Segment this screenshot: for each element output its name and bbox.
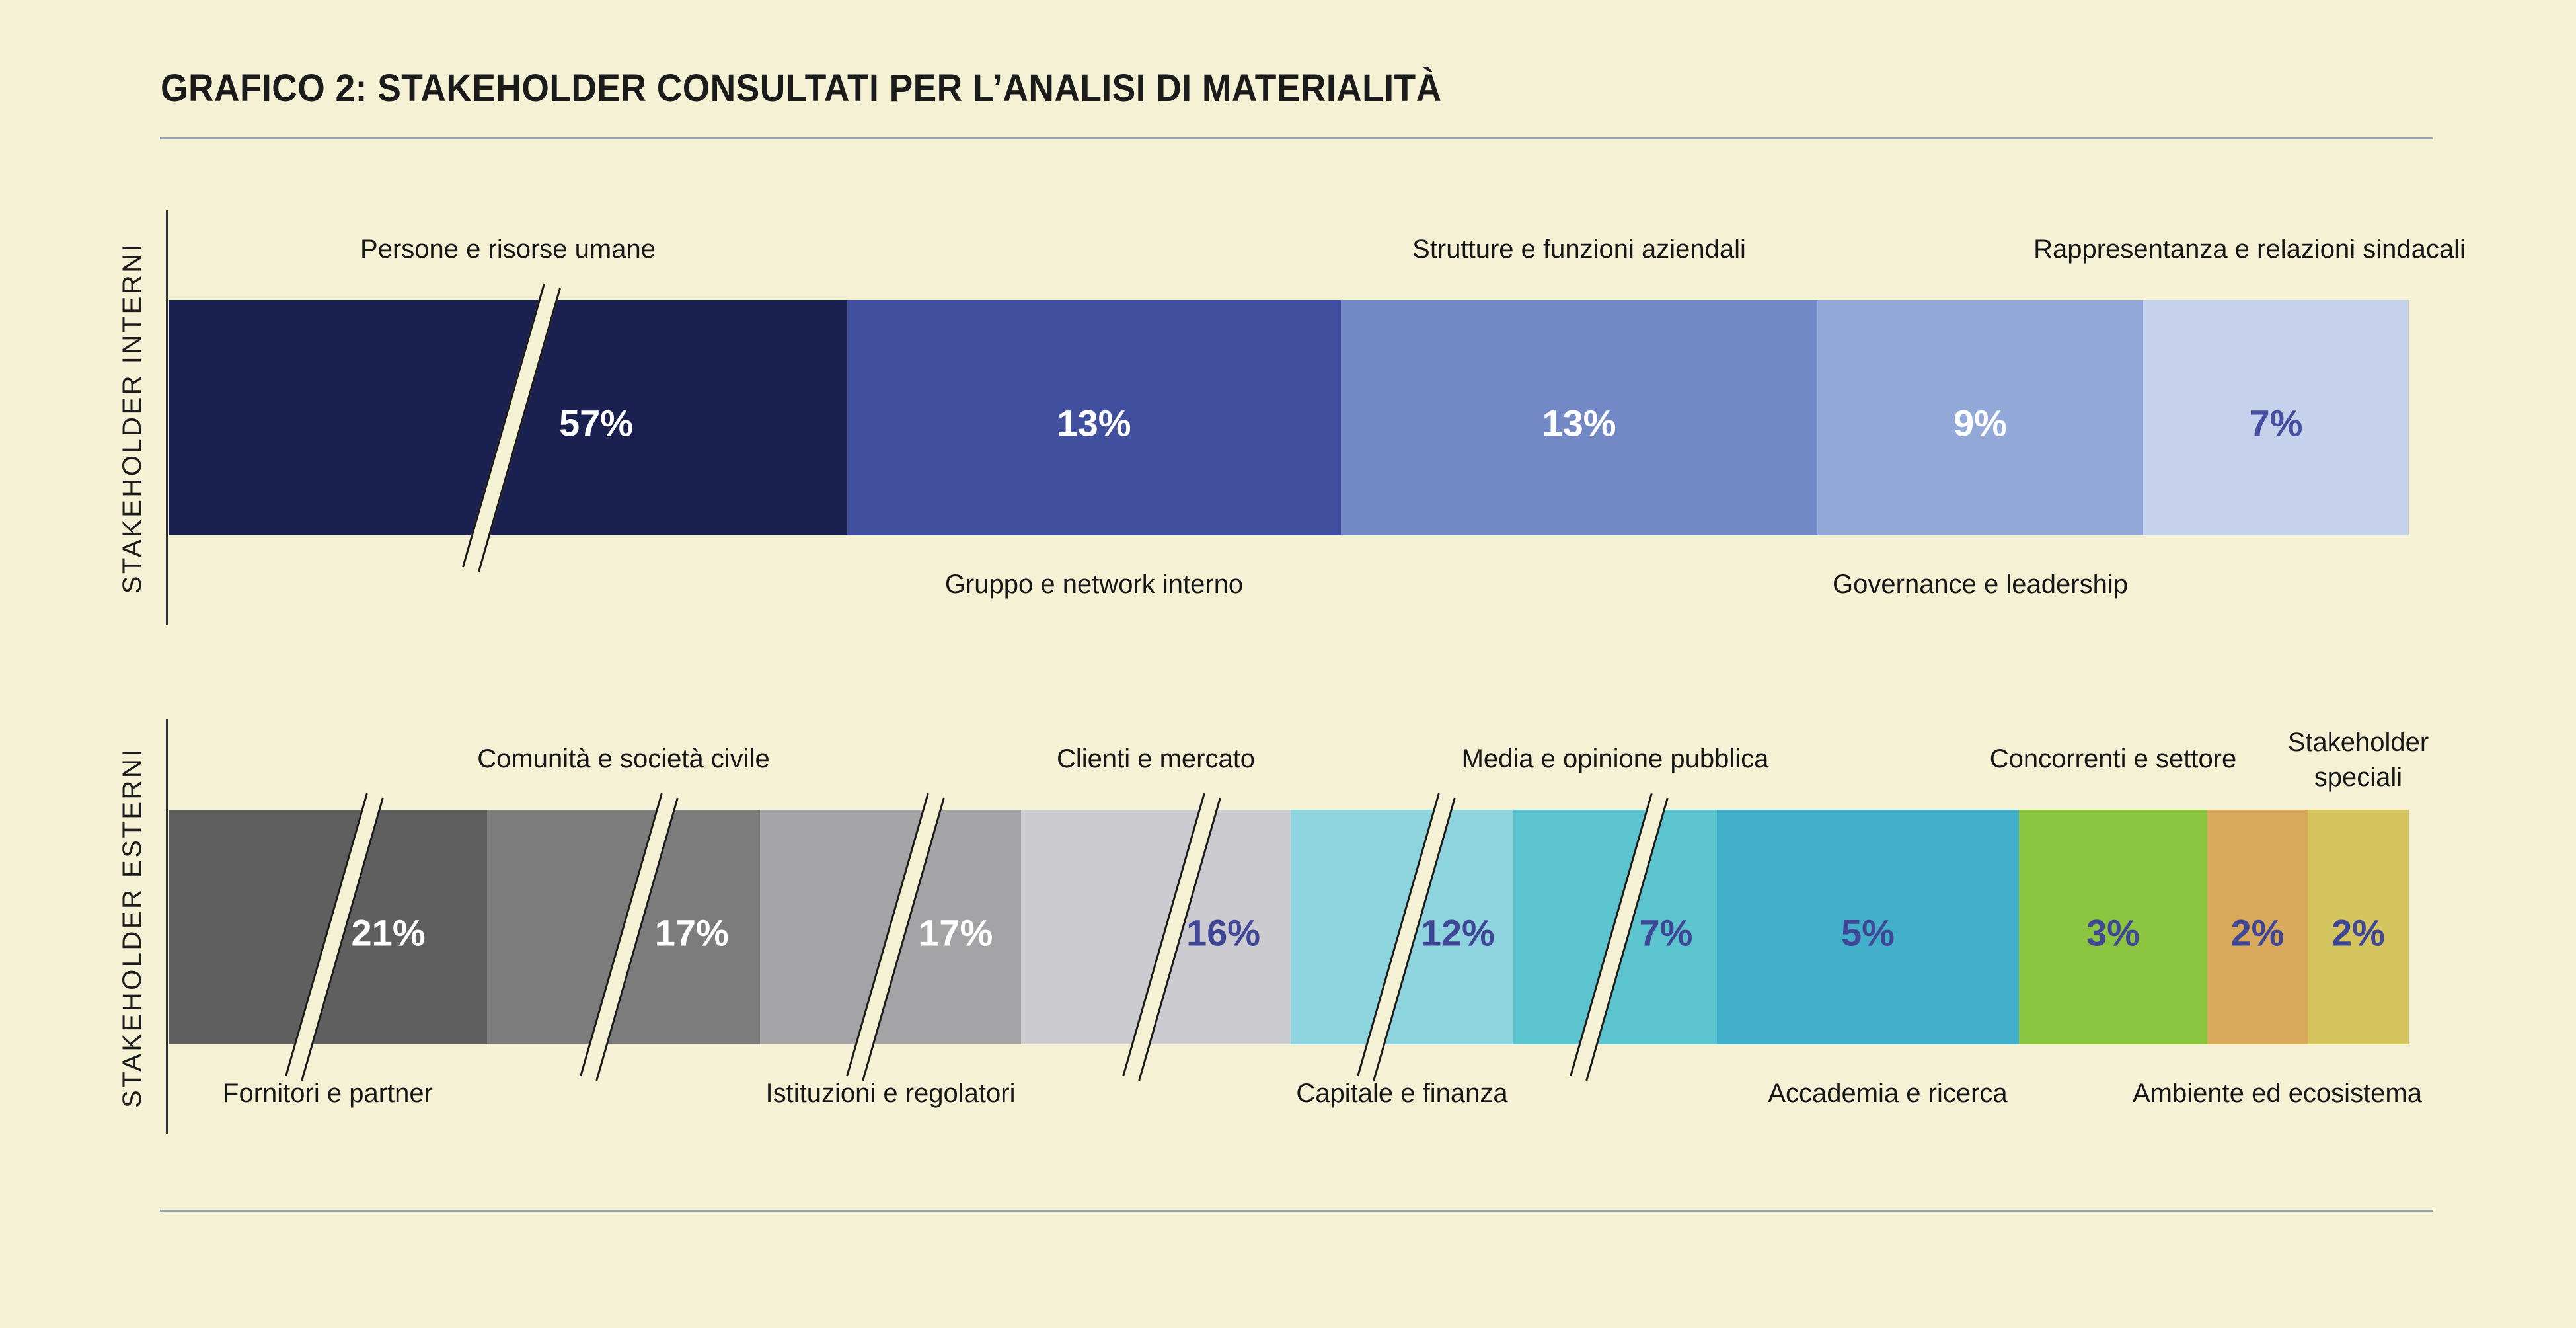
- segment-value-label: 2%: [2230, 912, 2285, 953]
- segment-value-label: 12%: [1420, 912, 1495, 953]
- bar-segment: [2143, 300, 2409, 535]
- segment-category-label: Accademia e ricerca: [1768, 1079, 2008, 1108]
- divider-line-top: [160, 137, 2433, 139]
- bar-segment: [1717, 810, 2019, 1044]
- segment-value-label: 13%: [1057, 402, 1131, 444]
- bar-segment: [2019, 810, 2207, 1044]
- segment-value-label: 57%: [558, 402, 634, 444]
- bar-segment: [1341, 300, 1817, 535]
- segment-value-label: 13%: [1542, 402, 1616, 444]
- segment-value-label: 16%: [1186, 912, 1261, 953]
- bar-segment: [2308, 810, 2409, 1044]
- segment-category-label: Persone e risorse umane: [360, 235, 656, 264]
- segment-category-label: Fornitori e partner: [223, 1079, 433, 1108]
- segment-category-label: Rappresentanza e relazioni sindacali: [2033, 235, 2466, 264]
- segment-category-label: Istituzioni e regolatori: [765, 1079, 1016, 1108]
- stacked-bar-row: 21% 17% 17% 16% 12% 7% 5% 3% 2% 2%: [169, 810, 2409, 1044]
- segment-value-label: 17%: [654, 912, 729, 953]
- axis-line: [166, 719, 168, 1134]
- segment-value-label: 3%: [2086, 912, 2140, 953]
- chart-title: GRAFICO 2: STAKEHOLDER CONSULTATI PER L’…: [161, 67, 1442, 110]
- divider-line-bottom: [160, 1210, 2433, 1212]
- bar-segment: [847, 300, 1341, 535]
- axis-label-esterni: STAKEHOLDER ESTERNI: [118, 746, 147, 1108]
- segment-category-label: Ambiente ed ecosistema: [2132, 1079, 2422, 1108]
- segment-value-label: 21%: [351, 912, 426, 953]
- segment-category-label: Governance e leadership: [1833, 570, 2128, 599]
- segment-category-label: Comunità e società civile: [477, 744, 770, 774]
- segment-category-label: Media e opinione pubblica: [1461, 744, 1769, 774]
- segment-value-label: 7%: [1639, 912, 1693, 953]
- segment-category-label: Concorrenti e settore: [1989, 744, 2237, 774]
- axis-line: [166, 210, 168, 625]
- segment-category-label: Stakeholder speciali: [2287, 728, 2429, 793]
- segment-value-label: 9%: [1953, 402, 2007, 444]
- stacked-bar-row: 57% 13% 13% 9% 7%: [169, 300, 2409, 535]
- segment-category-label: Clienti e mercato: [1056, 744, 1256, 774]
- segment-value-label: 17%: [919, 912, 993, 953]
- segment-category-label: Strutture e funzioni aziendali: [1412, 235, 1746, 264]
- segment-value-label: 2%: [2331, 912, 2385, 953]
- segment-category-label: Gruppo e network interno: [944, 570, 1244, 599]
- bar-segment: [1817, 300, 2143, 535]
- bar-segment: [2207, 810, 2308, 1044]
- segment-value-label: 7%: [2249, 402, 2303, 444]
- segment-value-label: 5%: [1841, 912, 1895, 953]
- segment-category-label: Capitale e finanza: [1296, 1079, 1508, 1108]
